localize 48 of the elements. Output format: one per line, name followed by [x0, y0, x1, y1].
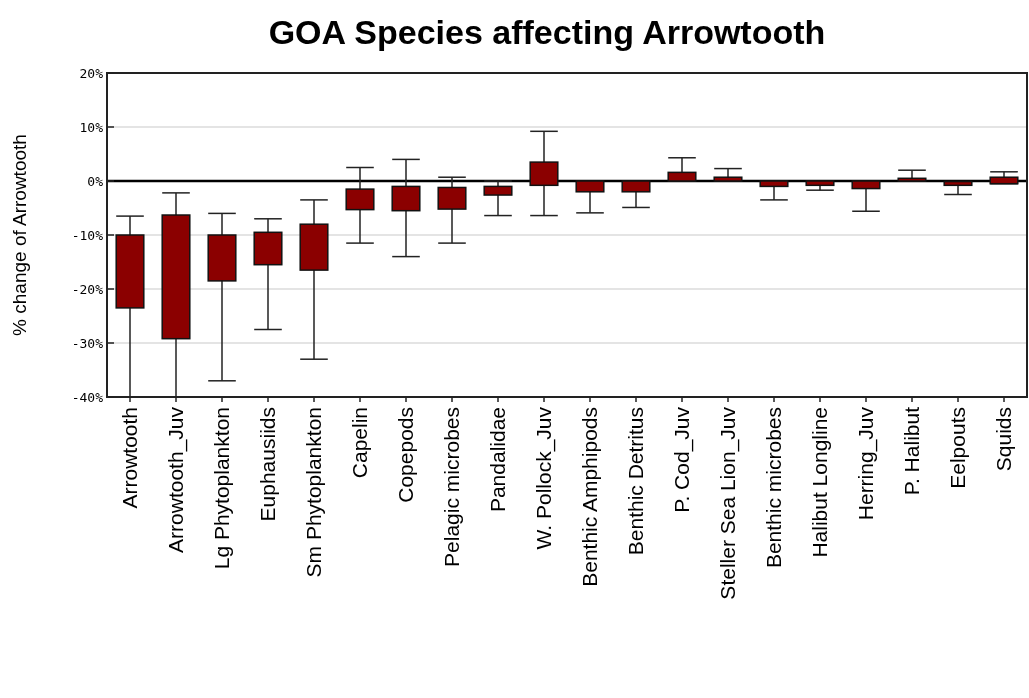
bar [207, 234, 237, 282]
bar [667, 171, 697, 182]
x-tick-label: Steller Sea Lion_Juv [716, 406, 741, 600]
y-tick-label: 20% [79, 65, 104, 81]
x-tick-label: Squids [992, 407, 1016, 472]
y-tick-label: -40% [71, 389, 104, 405]
bar [621, 180, 651, 193]
bar [391, 185, 421, 212]
bar [989, 176, 1019, 185]
chart-title: GOA Species affecting Arrowtooth [268, 13, 826, 51]
y-tick-label: -30% [71, 335, 104, 351]
y-axis-title: % change of Arrowtooth [9, 134, 30, 336]
x-tick-label: W. Pollock_Juv [532, 406, 557, 550]
x-tick-label: Pandalidae [486, 407, 510, 513]
bar [253, 231, 283, 266]
x-tick-label: Lg Phytoplankton [210, 407, 234, 570]
y-tick-label: 10% [79, 119, 104, 135]
bar [851, 180, 881, 190]
x-tick-label: Halibut Longline [808, 407, 832, 558]
x-tick-label: Benthic microbes [762, 407, 786, 569]
bar [483, 185, 513, 196]
bar [161, 214, 191, 340]
x-tick-label: P. Cod_Juv [670, 406, 695, 513]
x-tick-label: Arrowtooth_Juv [164, 406, 189, 553]
y-tick-label: -10% [71, 227, 104, 243]
bar [345, 188, 375, 211]
x-tick-label: Eelpouts [946, 407, 970, 489]
bar [529, 161, 559, 187]
x-tick-label: Copepods [394, 407, 418, 503]
bar [805, 180, 835, 187]
x-tick-label: Arrowtooth [118, 407, 142, 509]
bar [713, 176, 743, 182]
x-tick-label: Benthic Detritus [624, 407, 648, 556]
bar [759, 180, 789, 188]
x-tick-label: Sm Phytoplankton [302, 407, 326, 578]
x-tick-label: P. Halibut [900, 406, 924, 496]
bar [575, 180, 605, 193]
bar [943, 180, 973, 187]
x-tick-label: Benthic Amphipods [578, 407, 602, 587]
bar [437, 186, 467, 210]
y-tick-label: 0% [87, 173, 104, 189]
bar [115, 234, 145, 309]
x-tick-label: Euphausiids [256, 407, 280, 522]
x-tick-label: Pelagic microbes [440, 407, 464, 567]
y-tick-label: -20% [71, 281, 104, 297]
x-tick-label: Herring_Juv [854, 406, 879, 521]
x-tick-label: Capelin [348, 407, 372, 479]
bar [299, 223, 329, 271]
